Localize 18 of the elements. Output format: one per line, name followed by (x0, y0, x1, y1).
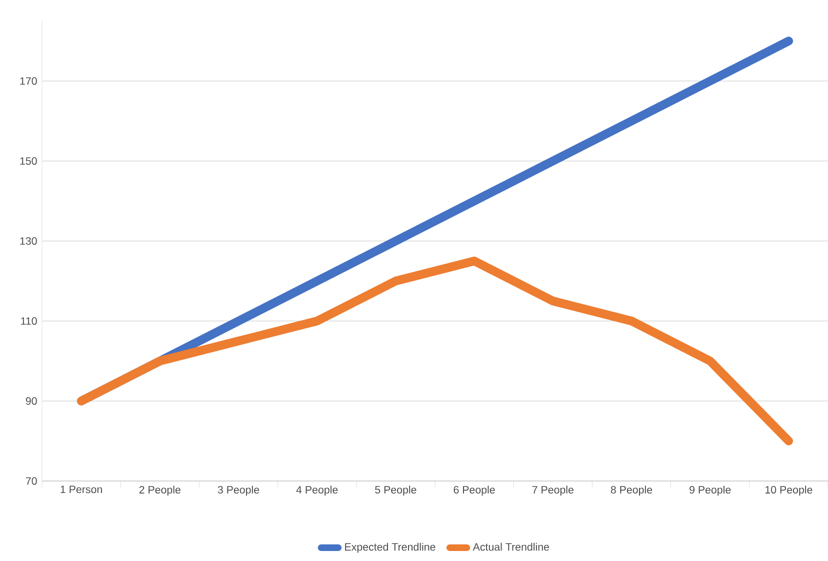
y-tick-label: 70 (26, 477, 37, 485)
x-tick-label: 4 People (296, 486, 338, 496)
x-tick-label: 6 People (454, 486, 495, 496)
x-tick-label: 2 People (139, 486, 180, 496)
legend-label: Expected Trendline (345, 542, 436, 553)
x-tick-label: 9 People (690, 486, 731, 496)
legend-label: Actual Trendline (472, 542, 550, 551)
x-tick-label: 10 People (765, 486, 812, 496)
x-tick-label: 7 People (532, 486, 574, 496)
x-tick-label: 3 People (218, 486, 260, 496)
y-tick-label: 130 (20, 237, 37, 245)
y-tick-label: 110 (21, 317, 37, 325)
x-tick-label: 8 People (610, 486, 652, 496)
y-tick-label: 150 (20, 157, 37, 165)
x-tick-label: 1 Person (60, 486, 102, 494)
y-tick-label: 170 (20, 77, 37, 85)
x-tick-label: 5 People (375, 486, 416, 496)
y-tick-label: 90 (26, 397, 37, 405)
